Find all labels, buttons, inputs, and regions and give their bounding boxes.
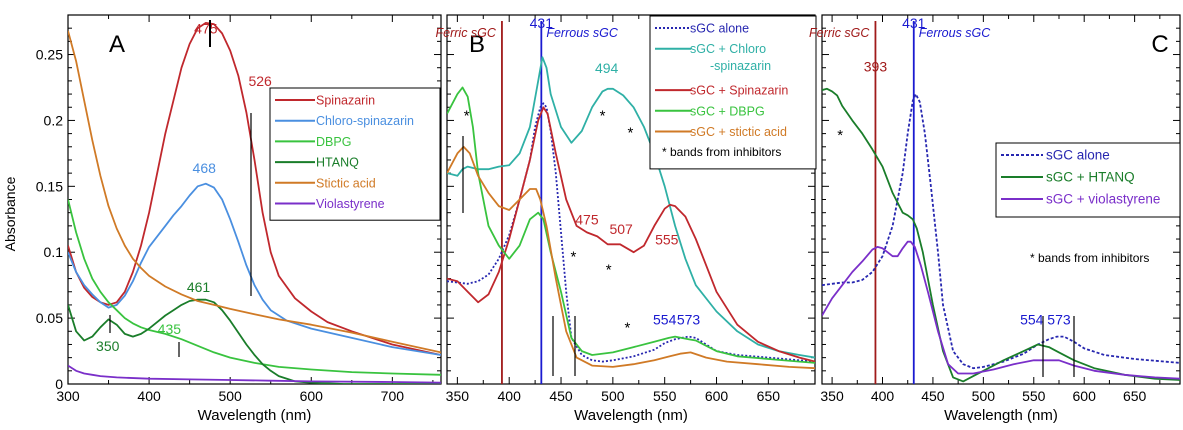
peak-label: 554 [1020, 312, 1044, 328]
peak-label: 573 [677, 312, 701, 328]
reference-label-ferrous: Ferrous sGC [546, 26, 619, 40]
x-tick-label: 600 [705, 388, 729, 404]
peak-label: 350 [96, 338, 120, 354]
x-tick-label: 350 [820, 388, 844, 404]
x-tick-label: 700 [381, 388, 405, 404]
inhibitor-band-marker: * [628, 125, 634, 142]
series-line-chloro-spinazarin [68, 182, 441, 356]
peak-label: 475 [194, 20, 218, 36]
y-tick-label: 0.05 [36, 310, 63, 326]
y-axis-title: Absorbance [2, 176, 18, 251]
peak-label: 554 [653, 312, 677, 328]
legend-label: sGC + Chloro [690, 42, 766, 56]
inhibitor-band-marker: * [600, 107, 606, 124]
legend-label: sGC + HTANQ [1046, 170, 1135, 185]
x-tick-label: 450 [921, 388, 945, 404]
series-line-sgc-stictic-acid [447, 145, 815, 370]
legend-label: DBPG [316, 135, 351, 149]
peak-label: 393 [864, 59, 888, 75]
x-axis-label: Wavelength (nm) [198, 407, 312, 424]
reference-label-ferric: Ferric sGC [809, 26, 870, 40]
x-tick-label: 550 [1022, 388, 1046, 404]
legend-label: Violastyrene [316, 197, 385, 211]
legend-box [269, 87, 441, 221]
inhibitor-band-marker: * [624, 320, 630, 337]
legend-label: Chloro-spinazarin [316, 114, 414, 128]
y-tick-label: 0.2 [44, 112, 64, 128]
peak-label: 461 [187, 279, 211, 295]
panel-a: 300 400 500 600 700 0 0.05 0.1 0.15 0.2 0.25 A Wavel… [36, 14, 442, 424]
panel-letter: B [469, 31, 485, 58]
peak-label: 573 [1047, 312, 1071, 328]
legend-label: sGC alone [1046, 148, 1110, 163]
x-tick-label: 600 [300, 388, 324, 404]
series-line-dbpg [68, 199, 441, 376]
y-tick-label: 0.25 [36, 47, 63, 63]
legend-label: sGC alone [690, 22, 749, 36]
legend-label: sGC + Spinazarin [690, 84, 788, 98]
legend-label: HTANQ [316, 156, 359, 170]
series-line-sgc-chloro-spinazarin [447, 56, 815, 359]
panel-letter: A [109, 31, 125, 58]
x-axis-label: Wavelength (nm) [574, 407, 688, 424]
peak-label: 494 [595, 60, 619, 76]
x-tick-label: 500 [972, 388, 996, 404]
x-tick-label: 500 [218, 388, 242, 404]
peak-label: 555 [655, 231, 679, 247]
series-line-sgc-violastyrene [822, 240, 1180, 380]
legend: sGC alone sGC + HTANQ sGC + violastyrene [995, 142, 1181, 218]
peak-label: 526 [248, 73, 272, 89]
legend: sGC alone sGC + Chloro -spinazarin sGC + Sp… [649, 15, 817, 170]
peak-label: 468 [193, 160, 217, 176]
legend-note: * bands from inhibitors [1030, 251, 1149, 265]
legend-label: sGC + violastyrene [1046, 192, 1160, 207]
series-line-sgc-spinazarin [447, 106, 815, 363]
legend-label: sGC + stictic acid [690, 125, 787, 139]
x-tick-label: 550 [653, 388, 677, 404]
peak-label: 435 [158, 321, 182, 337]
peak-label: 431 [530, 15, 554, 31]
legend-note: * bands from inhibitors [662, 145, 781, 159]
reference-label-ferrous: Ferrous sGC [919, 26, 992, 40]
x-tick-label: 450 [549, 388, 573, 404]
series-line-sgc-alone [447, 102, 815, 363]
peak-label: 431 [902, 15, 926, 31]
series-line-sgc-htanq [822, 87, 1180, 383]
inhibitor-band-marker: * [571, 248, 577, 265]
inhibitor-band-marker: * [606, 262, 612, 279]
x-tick-label: 400 [137, 388, 161, 404]
x-axis-label: Wavelength (nm) [944, 407, 1058, 424]
inhibitor-band-marker: * [837, 127, 843, 144]
peak-label: 475 [575, 212, 599, 228]
x-tick-label: 400 [498, 388, 522, 404]
reference-label-ferric: Ferric sGC [436, 26, 497, 40]
x-tick-label: 300 [56, 388, 80, 404]
panel-b: 350 400 450 500 550 600 650 B Wavelength (nm) Fer… [436, 14, 817, 424]
peak-label: 507 [609, 221, 633, 237]
panel-letter: C [1151, 31, 1168, 58]
legend-label: sGC + DBPG [690, 104, 765, 118]
panel-c: 350 400 450 500 550 600 650 C Wavelength (nm) Fer… [809, 14, 1181, 424]
x-tick-label: 500 [601, 388, 625, 404]
x-tick-label: 600 [1073, 388, 1097, 404]
y-tick-label: 0.15 [36, 178, 63, 194]
x-tick-label: 650 [1123, 388, 1147, 404]
legend: Spinazarin Chloro-spinazarin DBPG HTANQ Stic… [269, 87, 441, 221]
x-tick-label: 650 [757, 388, 781, 404]
series-line-violastyrene [68, 364, 441, 384]
y-tick-label: 0 [55, 376, 63, 392]
legend-label: Spinazarin [316, 94, 375, 108]
series-line-sgc-alone [822, 93, 1180, 370]
legend-label: Stictic acid [316, 176, 376, 190]
x-tick-label: 400 [871, 388, 895, 404]
legend-label: -spinazarin [710, 59, 771, 73]
series-line-sgc-dbpg [447, 86, 815, 364]
inhibitor-band-marker: * [464, 107, 470, 124]
series-line-stictic-acid [68, 30, 441, 354]
legend-box [649, 15, 817, 170]
x-tick-label: 350 [446, 388, 470, 404]
y-tick-label: 0.1 [44, 244, 64, 260]
y-axis-label: Absorbance [2, 176, 18, 251]
